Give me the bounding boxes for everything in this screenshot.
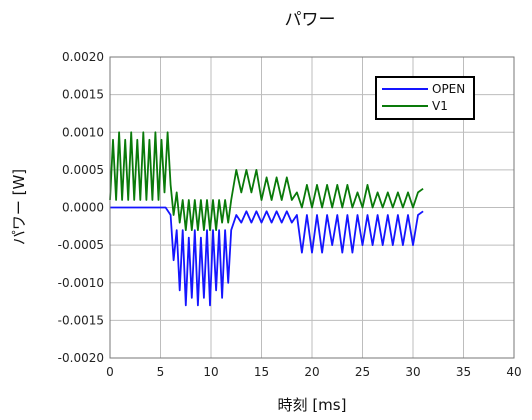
- plot-frame: [109, 56, 515, 359]
- y-tick-label: 0.0000: [62, 201, 104, 215]
- legend-label-open: OPEN: [432, 82, 465, 96]
- y-tick-label: 0.0020: [62, 50, 104, 64]
- x-tick-label: 15: [254, 365, 269, 379]
- y-axis-title: パワー [W]: [10, 169, 28, 245]
- x-tick-label: 10: [203, 365, 218, 379]
- legend: OPEN V1: [375, 76, 475, 120]
- series-layer: [109, 131, 424, 307]
- y-tick-label: -0.0015: [58, 313, 104, 327]
- series-line-v1: [109, 131, 424, 232]
- series-line-open: [110, 206, 424, 307]
- x-tick-label: 30: [405, 365, 420, 379]
- legend-box: [375, 76, 475, 120]
- y-tick-label: 0.0010: [62, 125, 104, 139]
- x-tick-label: 40: [506, 365, 521, 379]
- tick-labels: 0 5 10 15 20 25 30 35 40 0.0020 0.0015 0.0010 0.0005…: [58, 50, 522, 379]
- y-tick-label: 0.0015: [62, 88, 104, 102]
- chart-title: パワー: [285, 10, 336, 30]
- x-tick-label: 5: [157, 365, 165, 379]
- y-tick-label: 0.0005: [62, 163, 104, 177]
- y-tick-label: -0.0010: [58, 276, 104, 290]
- x-tick-label: 20: [304, 365, 319, 379]
- y-tick-label: -0.0020: [58, 351, 104, 365]
- y-tick-label: -0.0005: [58, 238, 104, 252]
- x-tick-label: 25: [355, 365, 370, 379]
- legend-label-v1: V1: [432, 99, 448, 113]
- x-tick-label: 35: [456, 365, 471, 379]
- x-axis-title: 時刻 [ms]: [278, 396, 347, 414]
- x-tick-label: 0: [106, 365, 114, 379]
